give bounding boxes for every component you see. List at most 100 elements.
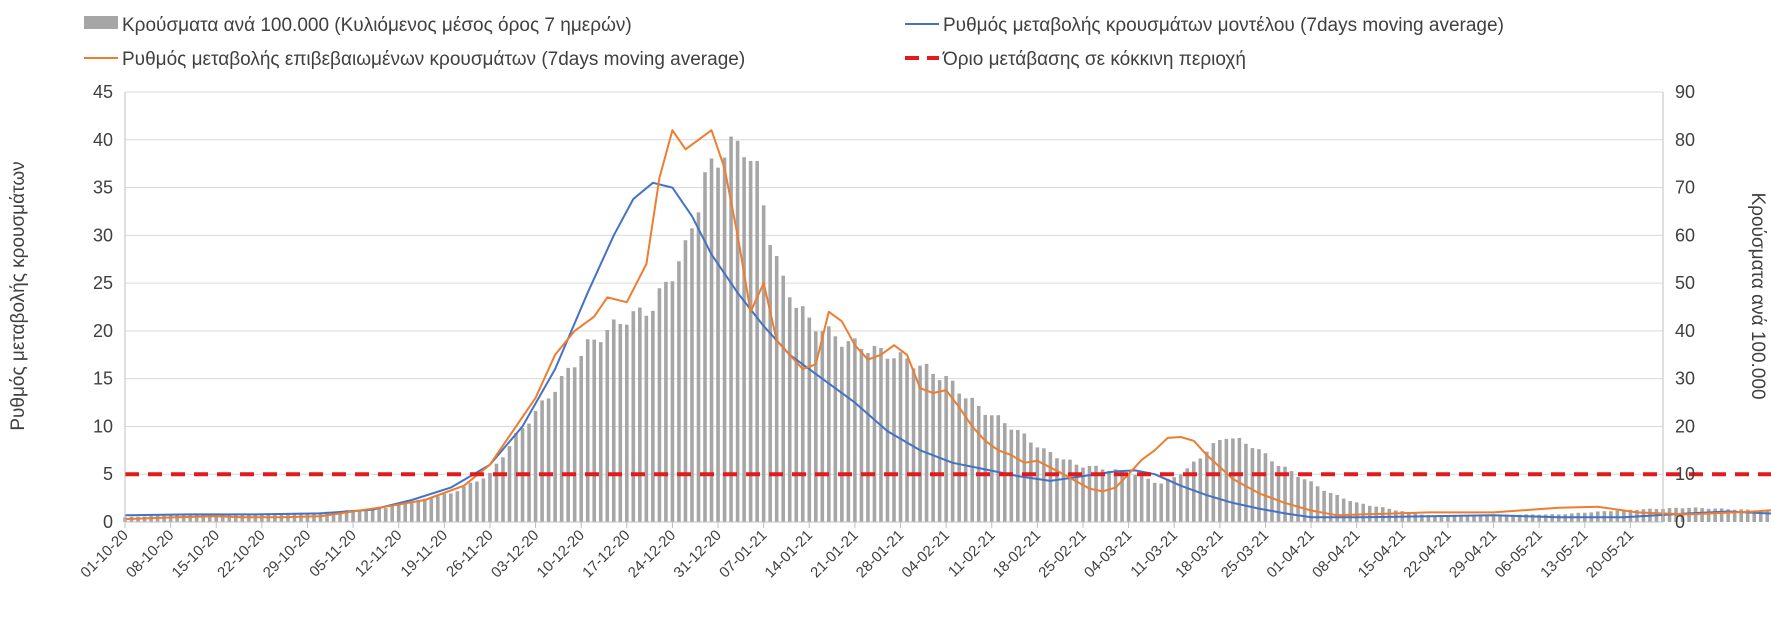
bar — [409, 502, 414, 522]
y-axis-right-title: Κρούσματα ανά 100.000 — [1747, 192, 1768, 399]
y-left-tick-label: 10 — [93, 416, 113, 436]
bar — [540, 400, 544, 522]
bar — [1296, 476, 1300, 522]
bar — [846, 341, 851, 522]
bar — [781, 275, 786, 522]
bar — [1752, 510, 1757, 522]
bar — [1322, 490, 1326, 522]
bar — [240, 514, 245, 522]
bar — [1530, 514, 1535, 522]
bar — [351, 509, 355, 522]
bar — [403, 503, 408, 522]
bar — [631, 311, 636, 522]
bar — [455, 491, 460, 522]
bar — [585, 339, 590, 522]
bar — [1680, 508, 1685, 522]
legend-label: Κρούσματα ανά 100.000 (Κυλιόμενος μέσος … — [122, 15, 632, 36]
bar — [1511, 514, 1515, 522]
bar — [716, 167, 720, 522]
bar — [357, 510, 362, 522]
bar — [1263, 453, 1268, 522]
y-right-tick-label: 60 — [1675, 225, 1695, 245]
bar — [325, 511, 329, 522]
bar — [1218, 439, 1222, 522]
bar — [677, 261, 681, 522]
bar — [416, 499, 421, 522]
bar — [579, 356, 583, 522]
bar — [1211, 443, 1216, 522]
bar — [559, 376, 564, 522]
bar — [383, 508, 388, 522]
bar — [670, 281, 675, 522]
y-right-tick-label: 90 — [1675, 82, 1695, 102]
y-left-tick-label: 35 — [93, 178, 113, 198]
bar — [194, 514, 199, 522]
bar — [207, 514, 212, 522]
bar — [1498, 514, 1502, 522]
legend-item: Ρυθμός μεταβολής κρουσμάτων μοντέλου (7d… — [905, 15, 1504, 36]
bar — [722, 157, 727, 522]
grid-layer — [125, 91, 1663, 475]
bar — [1302, 479, 1307, 522]
y-left-tick-label: 45 — [93, 82, 113, 102]
bar — [859, 348, 864, 522]
bar — [1433, 516, 1437, 522]
bar — [1139, 475, 1144, 522]
bar — [312, 512, 316, 522]
bar — [748, 160, 753, 523]
bar — [1700, 508, 1704, 522]
bar — [1354, 502, 1359, 522]
bar — [533, 411, 538, 522]
bar — [905, 358, 909, 522]
legend-swatch-bar — [84, 16, 118, 29]
bar — [592, 339, 597, 522]
bar — [1172, 477, 1177, 522]
bar — [1745, 509, 1750, 522]
bar — [488, 472, 492, 522]
bar — [833, 336, 838, 522]
bar — [1472, 515, 1476, 522]
bar — [1315, 486, 1320, 522]
bar — [1029, 442, 1033, 522]
bar — [892, 358, 896, 522]
bar — [800, 306, 805, 522]
bar — [598, 342, 603, 522]
bar — [546, 398, 551, 522]
y-left-tick-label: 20 — [93, 321, 113, 341]
legend-label: Ρυθμός μεταβολής επιβεβαιωμένων κρουσμάτ… — [122, 49, 745, 70]
bar — [1491, 515, 1496, 522]
bar — [1035, 447, 1040, 522]
bar — [1094, 465, 1098, 522]
bar — [709, 158, 714, 522]
bar — [638, 307, 642, 522]
bar — [1537, 514, 1541, 522]
y-right-tick-label: 80 — [1675, 130, 1695, 150]
bar — [1146, 478, 1150, 522]
bar — [1732, 509, 1737, 522]
bar — [364, 509, 368, 522]
bar — [1159, 483, 1163, 522]
bar — [944, 375, 948, 522]
bar — [918, 365, 922, 522]
bar — [1224, 438, 1229, 522]
bar — [1459, 515, 1463, 522]
bar — [735, 140, 740, 523]
bar — [937, 380, 942, 522]
y-right-tick-label: 0 — [1675, 512, 1685, 532]
bar — [1387, 508, 1392, 522]
bar — [162, 515, 166, 522]
bar — [468, 482, 473, 522]
bar — [970, 397, 974, 522]
bar — [481, 478, 486, 522]
bar — [214, 514, 219, 522]
y-left-tick-label: 0 — [103, 512, 113, 532]
bar — [1361, 503, 1366, 522]
bar — [950, 380, 955, 522]
y-right-tick-label: 70 — [1675, 178, 1695, 198]
y-right-tick-label: 30 — [1675, 369, 1695, 389]
y-left-tick-label: 40 — [93, 130, 113, 150]
bar — [1055, 458, 1059, 522]
